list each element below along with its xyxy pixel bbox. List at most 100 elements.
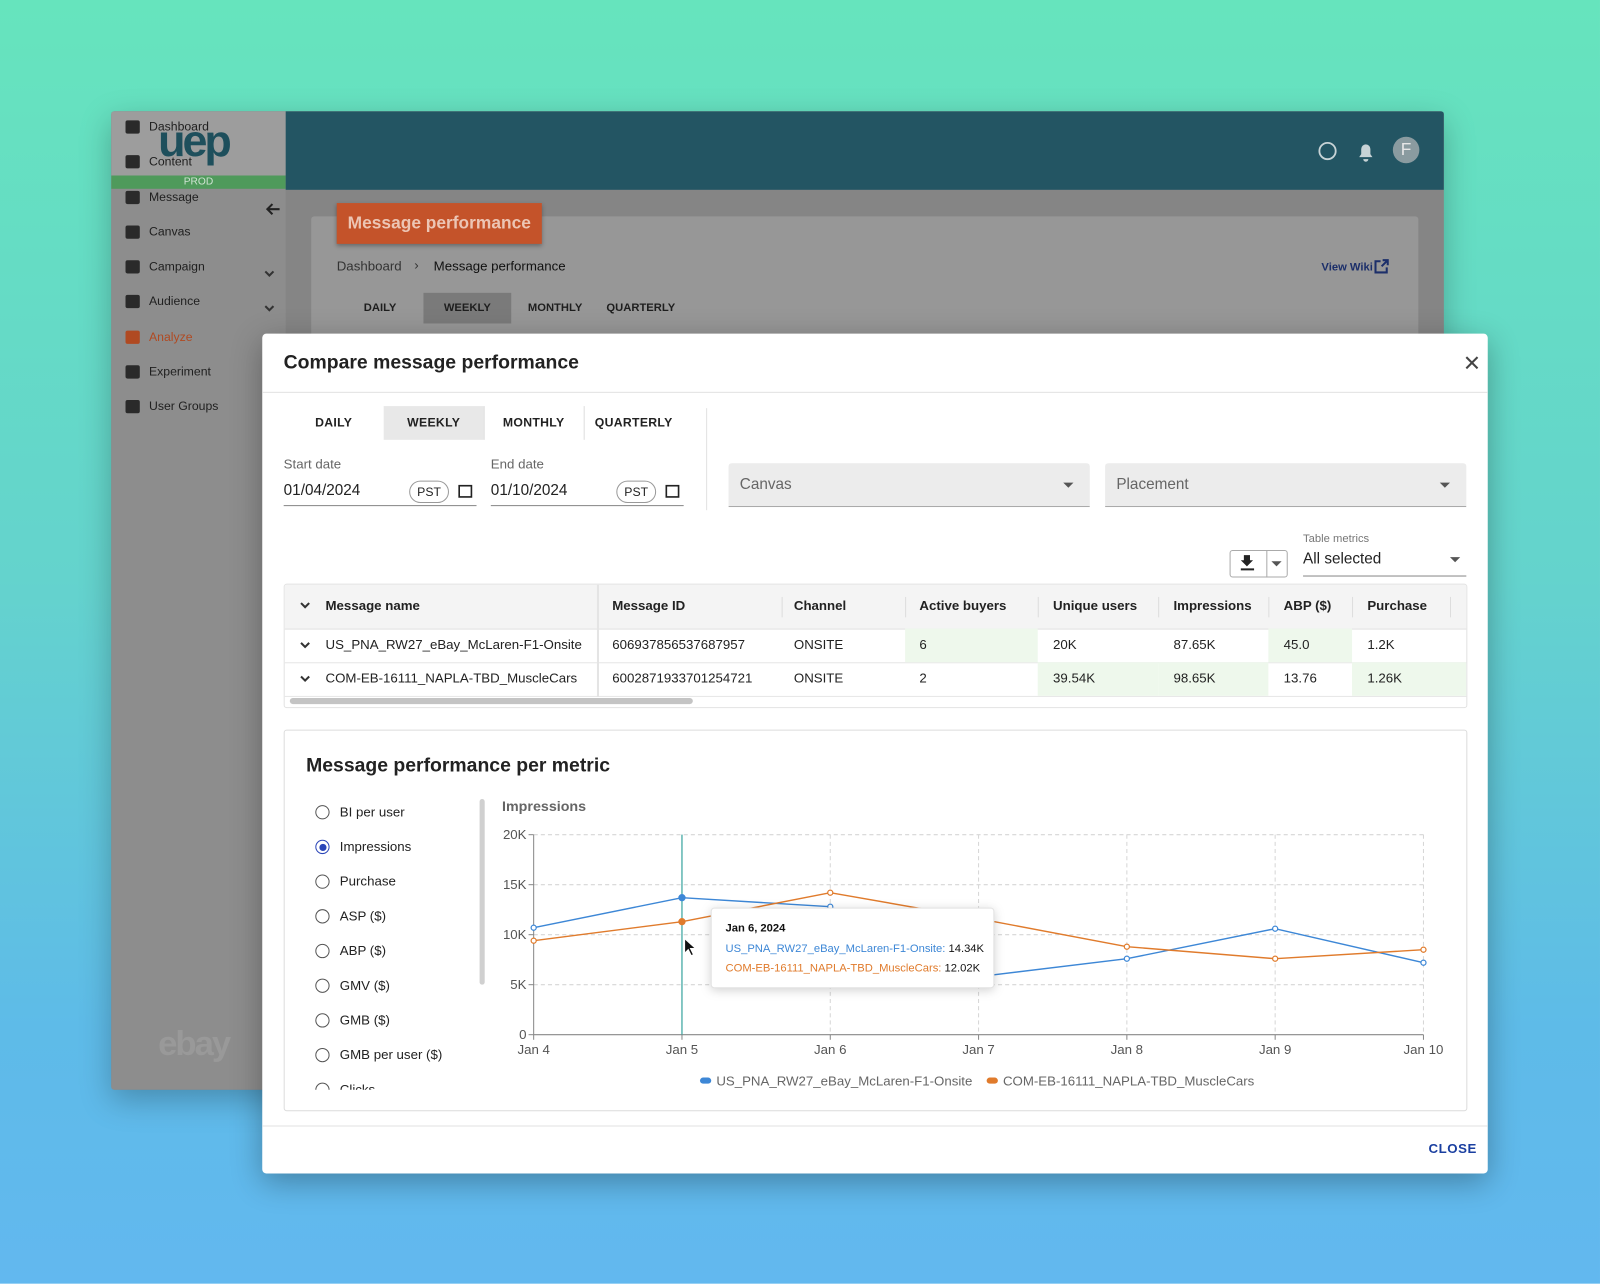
tab-separator (583, 406, 585, 440)
metric-option[interactable]: Purchase (339, 873, 396, 889)
chevron (300, 642, 310, 649)
header-separator (1158, 596, 1160, 618)
column-header: Purchase (1367, 597, 1428, 614)
tooltip (710, 907, 995, 989)
nav-icon (125, 155, 140, 169)
data-point (530, 937, 537, 944)
underline (490, 505, 684, 507)
start-tz: PST (417, 484, 441, 499)
radio[interactable] (315, 805, 330, 820)
footer-logo: ebay (158, 1024, 231, 1064)
end-tz: PST (624, 484, 649, 499)
page-tab[interactable]: WEEKLY (443, 302, 491, 315)
nav-icon (125, 190, 140, 204)
table-cell: US_PNA_RW27_eBay_McLaren-F1-Onsite (325, 636, 582, 653)
nav-item[interactable]: Audience (148, 294, 201, 309)
data-point (678, 894, 686, 902)
modal-tab[interactable]: MONTHLY (502, 415, 565, 430)
table-cell: 20K (1053, 636, 1077, 653)
radio[interactable] (315, 943, 330, 959)
back-arrow (265, 203, 280, 216)
logo-area (111, 111, 286, 176)
caret (1063, 482, 1074, 488)
y-tick-label: 10K (503, 927, 527, 942)
breadcrumb-current: Message performance (433, 258, 566, 274)
nav-icon (125, 399, 140, 414)
metric-option[interactable]: GMB ($) (339, 1012, 390, 1028)
metric-option[interactable]: GMV ($) (339, 977, 390, 993)
nav-item[interactable]: Canvas (148, 224, 191, 239)
end-date-value[interactable]: 01/10/2024 (490, 481, 568, 499)
table-cell: 606937856537687957 (612, 636, 746, 653)
radio[interactable] (315, 1082, 330, 1090)
button-split (1266, 549, 1268, 578)
data-point (1420, 946, 1427, 953)
download-button[interactable] (1229, 549, 1288, 578)
x-tick-label: Jan 8 (1111, 1042, 1143, 1057)
modal: Compare message performance DAILY WEEKLY M… (262, 333, 1488, 1174)
nav-item[interactable]: User Groups (148, 398, 219, 414)
caret (1439, 482, 1450, 488)
page-tab[interactable]: MONTHLY (527, 302, 583, 315)
table-cell: 6002871933701254721 (612, 670, 753, 686)
metric-option[interactable]: Impressions (339, 838, 412, 855)
tz-pill (409, 480, 449, 504)
top-header (285, 111, 1444, 190)
close-icon (1465, 356, 1479, 370)
modal-tab[interactable]: DAILY (315, 415, 353, 430)
nav-item[interactable]: Experiment (148, 364, 211, 379)
canvas-select[interactable] (728, 463, 1090, 508)
table-cell: 39.54K (1053, 670, 1096, 686)
header-separator (905, 596, 907, 618)
column-header: ABP ($) (1283, 597, 1332, 614)
nav-item[interactable]: Dashboard (148, 119, 209, 134)
modal-title: Compare message performance (283, 352, 579, 374)
legend-swatch (699, 1077, 712, 1084)
header-separator (1037, 596, 1039, 618)
download-icon (1240, 555, 1255, 571)
radio[interactable] (315, 1013, 330, 1028)
chevron (300, 602, 310, 609)
tooltip-value: 14.34K (948, 943, 984, 955)
avatar (1392, 136, 1420, 164)
table-cell: COM-EB-16111_NAPLA-TBD_MuscleCars (325, 670, 578, 686)
page-tab[interactable]: QUARTERLY (606, 302, 676, 315)
breadcrumb-sep: › (414, 257, 419, 273)
tooltip-value: 12.02K (945, 962, 981, 974)
start-date-value[interactable]: 01/04/2024 (283, 481, 361, 499)
nav-item[interactable]: Analyze (148, 329, 193, 344)
table-cell: ONSITE (793, 636, 844, 653)
metric-option[interactable]: GMB per user ($) (339, 1046, 443, 1063)
radio[interactable] (315, 874, 330, 889)
page-title-box (336, 203, 542, 244)
cell-highlight (1268, 628, 1353, 663)
radio[interactable] (315, 978, 330, 993)
nav-icon (125, 365, 140, 379)
modal-tab[interactable]: QUARTERLY (594, 415, 673, 430)
metric-option[interactable]: ASP ($) (339, 908, 386, 924)
radio[interactable] (315, 909, 330, 924)
metric-option[interactable]: Clicks (339, 1081, 376, 1090)
nav-item[interactable]: Message (148, 189, 199, 204)
radio[interactable] (315, 839, 330, 855)
page-tab[interactable]: DAILY (363, 302, 397, 315)
data-point (1123, 943, 1131, 950)
table-metrics-value[interactable]: All selected (1303, 549, 1382, 568)
cell-highlight (1037, 662, 1159, 696)
placement-select[interactable] (1105, 463, 1467, 508)
column-header: Message ID (612, 597, 686, 614)
data-point (1123, 955, 1131, 962)
scrollbar-thumb (289, 697, 693, 705)
chevron (264, 305, 275, 312)
metric-option[interactable]: BI per user (339, 804, 405, 820)
nav-item[interactable]: Content (148, 154, 192, 169)
column-header: Unique users (1053, 597, 1138, 614)
radio[interactable] (315, 1047, 330, 1063)
view-wiki[interactable]: View Wiki (1321, 261, 1373, 274)
close-button[interactable]: CLOSE (1428, 1140, 1477, 1157)
modal-tab[interactable]: WEEKLY (407, 415, 461, 430)
column-header: Active buyers (919, 597, 1007, 614)
metric-option[interactable]: ABP ($) (339, 942, 386, 959)
nav-item[interactable]: Campaign (148, 259, 205, 274)
table-cell: 98.65K (1173, 670, 1216, 686)
